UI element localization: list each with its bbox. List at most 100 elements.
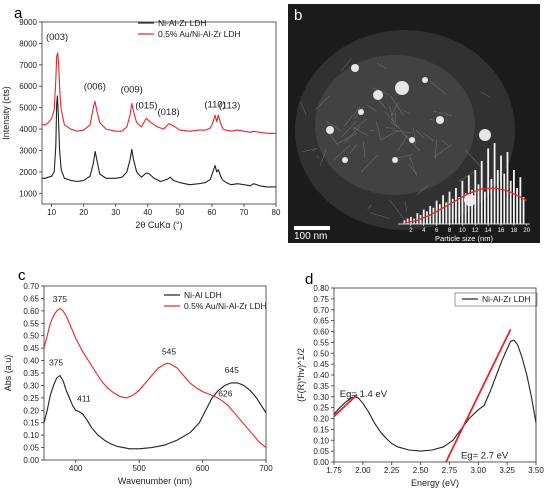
- b-hist-bar: [448, 191, 451, 224]
- a-y-tick-label: 1000: [19, 189, 37, 198]
- a-y-tick-label: 6000: [19, 82, 37, 91]
- b-fiber: [440, 139, 449, 146]
- b-fiber: [333, 144, 351, 161]
- b-hist-tick-label: 2: [409, 228, 413, 234]
- b-au-nanoparticle: [479, 129, 491, 141]
- b-fiber: [341, 120, 357, 138]
- a-y-tick-label: 7000: [19, 61, 37, 70]
- a-annotation: (009): [121, 85, 143, 96]
- b-au-nanoparticle: [358, 109, 364, 115]
- a-y-tick-label: 3000: [19, 146, 37, 155]
- d-y-tick-label: 0.10: [313, 436, 329, 445]
- panel-c-chart: c 400 500 600 700 0.00 0.05 0.10 0.15 0.20 0.25 0.…: [3, 267, 273, 486]
- d-y-tick-label: 0.75: [313, 295, 329, 304]
- a-legend-entry: Ni-Al-Zr LDH: [158, 18, 207, 28]
- b-hist-bar: [519, 177, 522, 224]
- b-fiber: [343, 106, 361, 127]
- c-series-line-1: [43, 374, 267, 450]
- d-y-tick-label: 0.20: [313, 415, 329, 424]
- b-hist-bar: [445, 202, 448, 224]
- b-hist-bar: [509, 180, 512, 224]
- b-hist-bar: [467, 175, 470, 224]
- b-hist-tick-label: 10: [459, 228, 466, 234]
- d-y-tick-label: 0.15: [313, 425, 329, 434]
- b-fiber: [366, 104, 378, 112]
- c-y-tick-label: 0.15: [23, 419, 39, 428]
- a-annotation: (018): [158, 107, 180, 118]
- panel-d-plot-frame: [333, 287, 537, 463]
- c-annotation: 375: [49, 358, 63, 368]
- d-x-tick-label: 3.00: [470, 466, 486, 475]
- c-x-tick-label: 500: [132, 464, 146, 473]
- c-y-tick-label: 0.40: [23, 357, 39, 366]
- panel-d-x-axis-label: Energy (eV): [411, 478, 459, 488]
- b-fiber: [315, 95, 330, 110]
- b-hist-tick-label: 20: [523, 228, 530, 234]
- b-hist-bar: [426, 211, 428, 224]
- c-annotation: 411: [77, 394, 91, 404]
- b-hist-bar: [513, 170, 515, 224]
- c-y-tick-label: 0.55: [23, 319, 39, 328]
- b-fiber: [340, 57, 352, 72]
- d-series-line-1: [333, 339, 537, 452]
- d-y-tick-label: 0.45: [313, 360, 329, 369]
- b-fiber: [325, 120, 342, 132]
- b-fiber: [352, 118, 368, 131]
- b-au-nanoparticle: [464, 194, 476, 206]
- scale-bar-text: 100 nm: [294, 231, 327, 242]
- panel-b-histogram: 2 4 6 8 10 12 14 16 18 20 Particle size (nm): [398, 143, 531, 243]
- panel-c-ticks: 400 500 600 700 0.00 0.05 0.10 0.15 0.20 0.25 0.30…: [23, 282, 273, 473]
- a-x-tick-label: 10: [47, 208, 56, 217]
- b-fiber: [302, 148, 318, 153]
- panel-a-x-axis-label: 2θ CuKα (°): [135, 220, 182, 230]
- c-series-line-2: [43, 307, 267, 449]
- b-hist-tick-label: 8: [448, 228, 452, 234]
- panel-a-series-group: [42, 52, 276, 188]
- b-hist-bar: [458, 197, 461, 224]
- b-fiber: [390, 121, 398, 128]
- b-fiber: [434, 139, 437, 159]
- b-au-nanoparticle: [351, 64, 359, 72]
- panel-c-x-axis-label: Wavenumber (nm): [118, 476, 192, 486]
- b-fiber: [397, 135, 408, 151]
- panel-d-legend: Ni-Al-Zr LDH: [454, 292, 538, 307]
- d-y-tick-label: 0.35: [313, 382, 329, 391]
- d-y-tick-label: 0.55: [313, 338, 329, 347]
- panel-c-letter: c: [18, 267, 26, 284]
- b-hist-tick-label: 6: [435, 228, 439, 234]
- b-hist-bar: [477, 184, 480, 224]
- b-fiber: [353, 127, 370, 137]
- b-fiber: [423, 132, 435, 142]
- c-y-tick-label: 0.30: [23, 381, 39, 390]
- d-y-tick-label: 0.50: [313, 349, 329, 358]
- panel-c-series-group: [43, 307, 267, 450]
- b-fiber: [349, 144, 357, 154]
- c-y-tick-label: 0.10: [23, 431, 39, 440]
- a-series-line-1: [42, 95, 276, 188]
- a-x-tick-label: 50: [175, 208, 184, 217]
- panel-b-letter: b: [294, 7, 302, 24]
- c-y-tick-label: 0.45: [23, 344, 39, 353]
- b-au-nanoparticle: [422, 77, 428, 83]
- a-x-tick-label: 70: [239, 208, 248, 217]
- b-hist-bar: [487, 148, 490, 224]
- b-fiber: [376, 62, 387, 69]
- b-fiber: [363, 141, 366, 158]
- b-hist-bar: [490, 179, 493, 224]
- b-fiber: [405, 201, 407, 212]
- d-y-tick-label: 0.05: [313, 447, 329, 456]
- a-y-tick-label: 9000: [19, 18, 37, 27]
- b-fiber: [337, 133, 358, 144]
- panel-d-chart: d 1.75 2.00 2.25 2.50 2.75 3.00 3.25 3.50 0.00 0.…: [296, 271, 544, 488]
- b-fiber: [429, 80, 447, 95]
- b-hist-bar: [455, 188, 457, 224]
- c-annotation: 375: [53, 294, 67, 304]
- b-fiber: [391, 102, 399, 116]
- b-hist-tick-label: 14: [485, 228, 492, 234]
- d-x-tick-label: 2.25: [384, 466, 400, 475]
- b-au-nanoparticle: [409, 137, 415, 143]
- b-au-nanoparticle: [436, 116, 444, 124]
- b-hist-bar: [516, 188, 519, 224]
- b-hist-bar: [406, 218, 409, 224]
